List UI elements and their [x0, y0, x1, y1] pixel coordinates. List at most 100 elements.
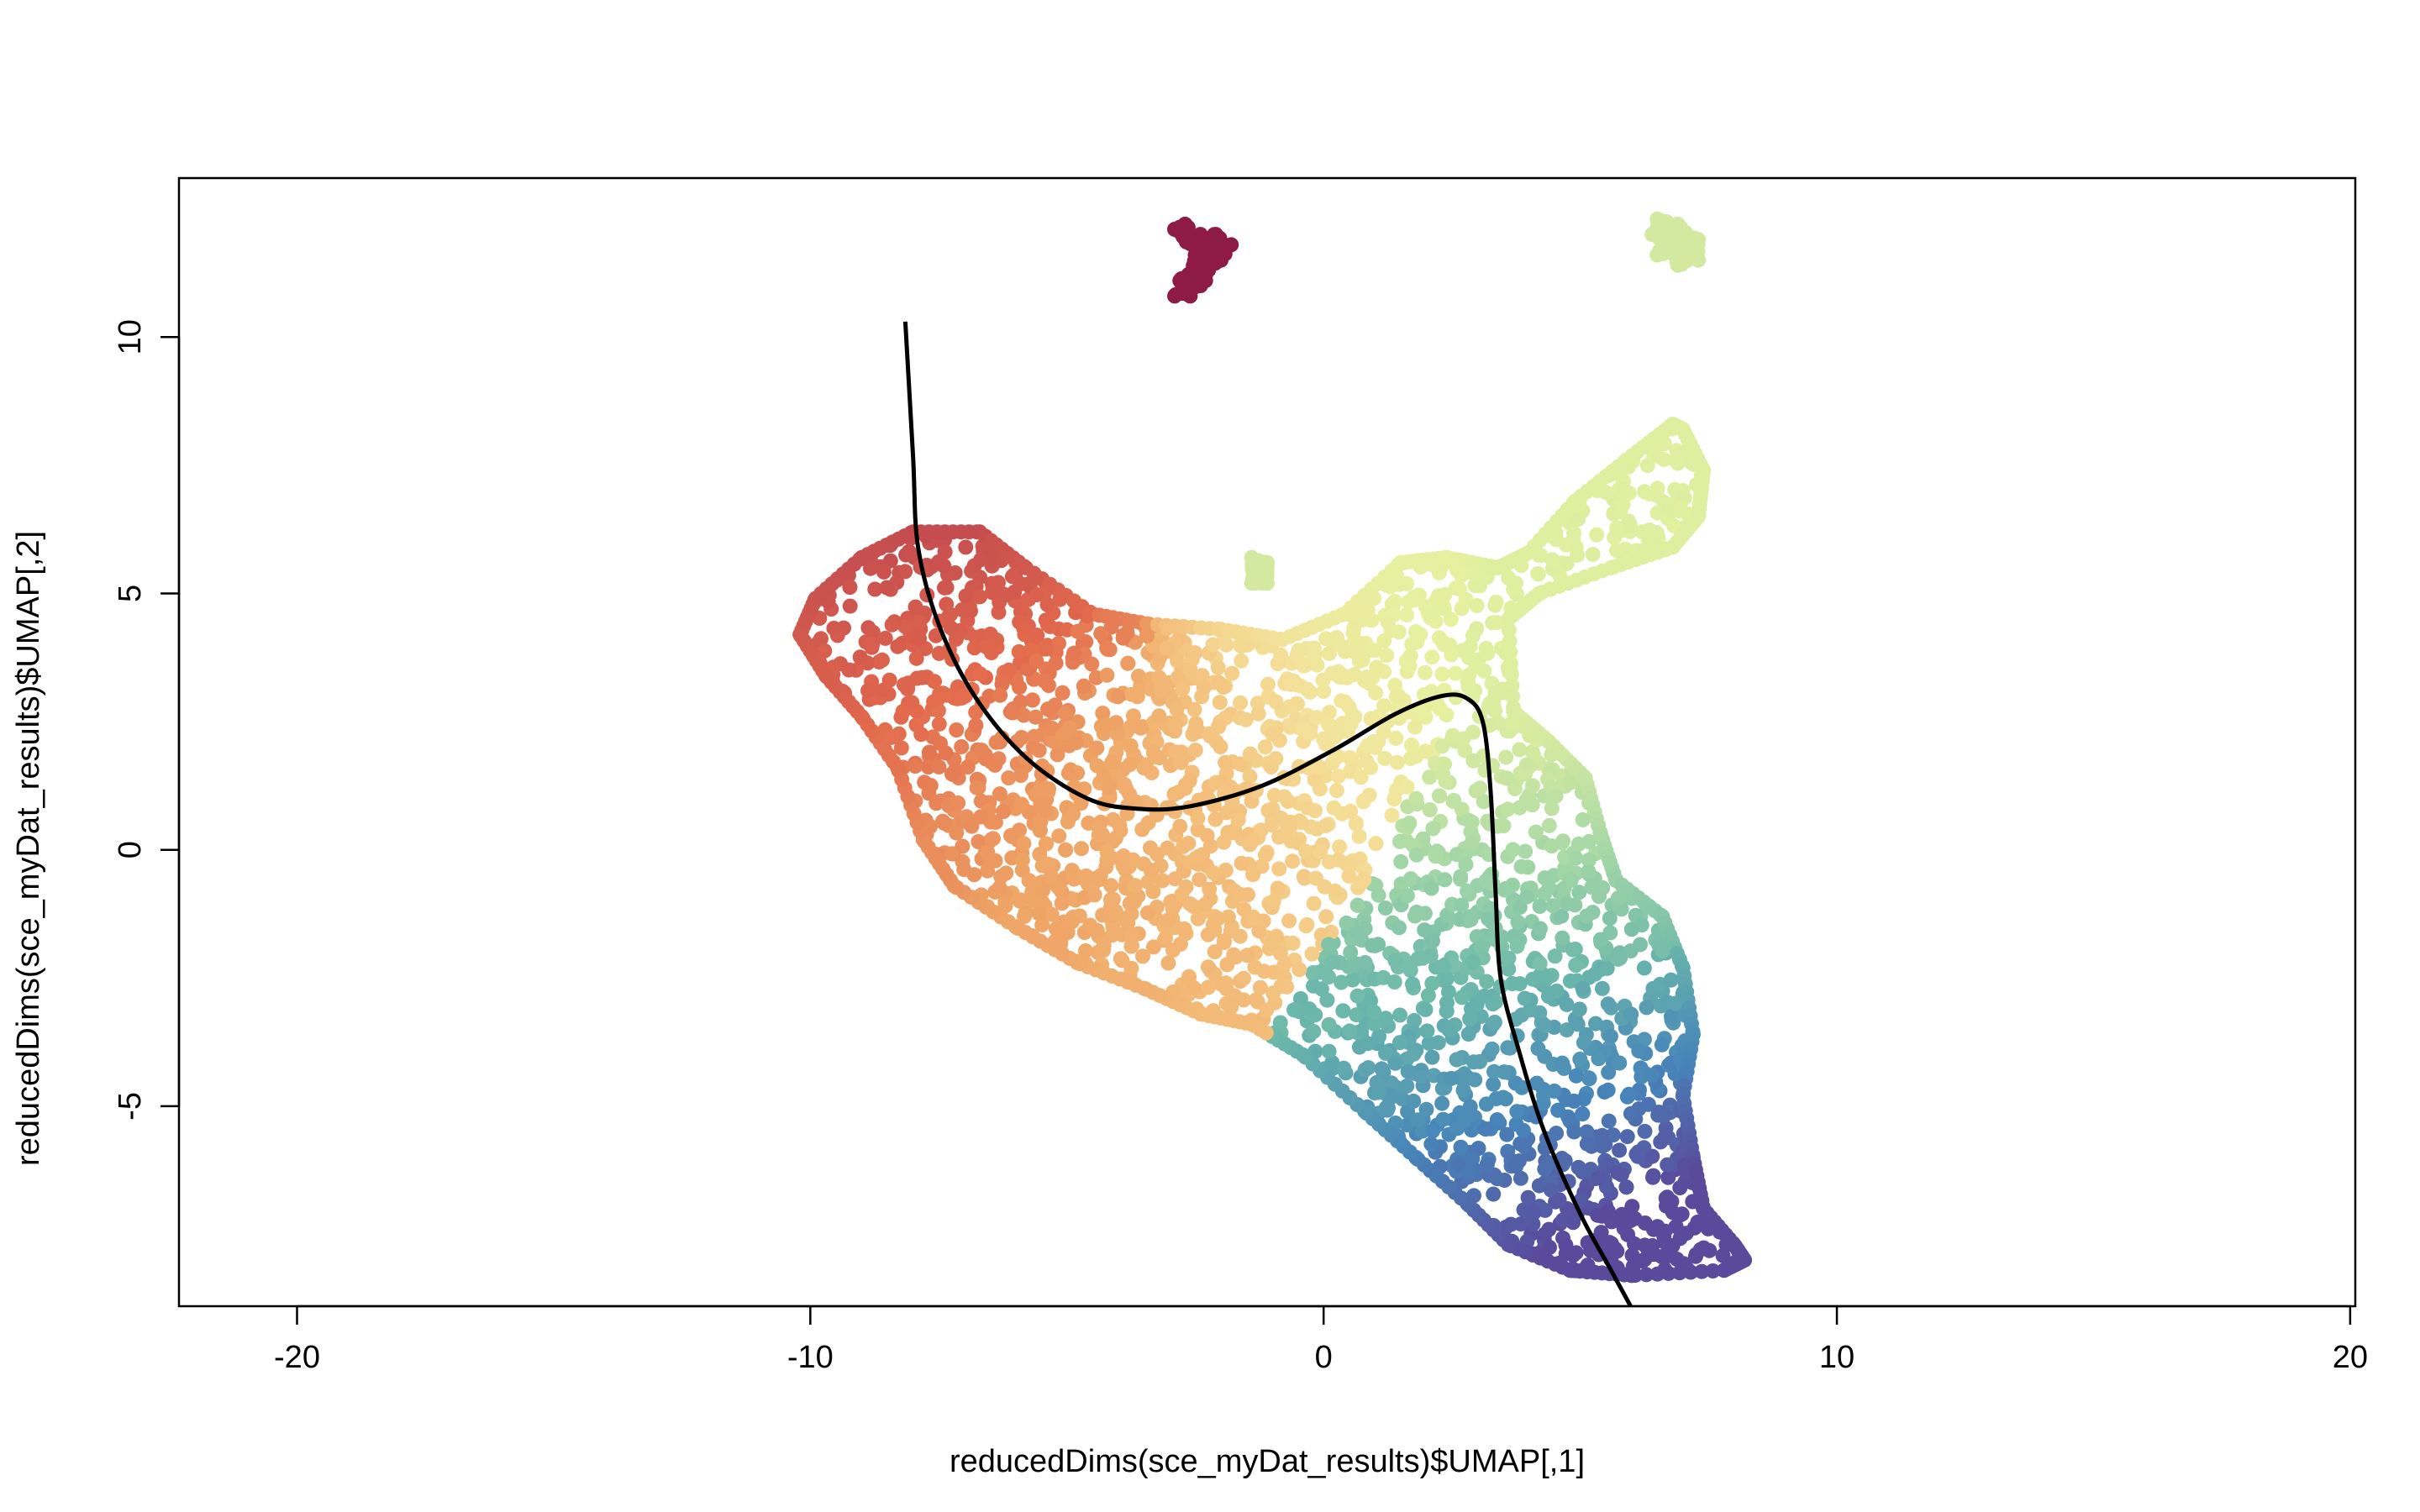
data-point — [1589, 527, 1605, 543]
data-point — [1441, 1022, 1457, 1037]
data-point — [950, 795, 966, 811]
data-point — [1343, 857, 1359, 872]
data-point — [1357, 955, 1373, 970]
data-point — [1510, 914, 1526, 930]
data-point — [1197, 897, 1213, 913]
data-point — [982, 627, 998, 642]
data-point — [1479, 1157, 1495, 1173]
data-point — [1406, 592, 1422, 608]
data-point — [1122, 757, 1138, 772]
data-point — [1591, 889, 1607, 905]
data-point — [1265, 894, 1281, 910]
data-point — [1268, 694, 1284, 710]
data-point — [1369, 1074, 1385, 1090]
data-point — [1211, 675, 1227, 690]
x-axis-title: reducedDims(sce_myDat_results)$UMAP[,1] — [950, 1444, 1585, 1479]
data-point — [1250, 706, 1266, 722]
data-point — [958, 588, 974, 604]
data-point — [1282, 719, 1298, 735]
data-point — [1649, 525, 1665, 541]
data-point — [1369, 659, 1385, 675]
data-point — [1270, 880, 1286, 896]
data-point — [1344, 706, 1360, 722]
data-point — [1378, 1011, 1394, 1026]
data-point — [1486, 1076, 1502, 1092]
data-point — [1659, 1198, 1675, 1214]
data-point — [1568, 958, 1584, 973]
data-point — [1424, 606, 1440, 622]
data-point — [1360, 1060, 1376, 1076]
data-point — [1672, 1180, 1688, 1195]
data-point — [1575, 980, 1591, 996]
data-point — [1016, 621, 1032, 637]
data-point — [1176, 921, 1192, 937]
data-point — [1335, 1003, 1351, 1019]
data-point — [1644, 1068, 1660, 1084]
data-point — [1649, 211, 1665, 227]
data-point — [1660, 1169, 1676, 1185]
data-point — [1360, 675, 1376, 691]
data-point — [1631, 1043, 1647, 1058]
data-point — [1383, 1075, 1399, 1091]
data-point — [1033, 795, 1049, 811]
data-point — [1512, 800, 1528, 816]
data-point — [1066, 645, 1082, 661]
data-point — [1055, 685, 1071, 701]
data-point — [1352, 635, 1368, 651]
data-point — [1031, 743, 1047, 759]
data-point — [1418, 743, 1434, 759]
x-tick-label: 10 — [1819, 1340, 1854, 1375]
principal-curve — [902, 321, 1634, 1306]
data-point — [1505, 877, 1521, 893]
data-point — [1388, 730, 1404, 746]
data-point — [1544, 552, 1560, 568]
data-point — [1465, 954, 1481, 970]
data-point — [1496, 818, 1512, 833]
data-point — [1692, 1242, 1708, 1257]
data-point — [893, 740, 909, 756]
data-point — [1571, 1001, 1587, 1017]
data-point — [1292, 962, 1307, 978]
data-point — [1074, 841, 1089, 857]
data-point — [1380, 614, 1396, 630]
data-point — [1304, 946, 1320, 962]
data-point — [1517, 1138, 1532, 1154]
data-point — [1012, 680, 1028, 696]
data-point — [1386, 974, 1402, 990]
data-point — [1349, 897, 1365, 913]
data-point — [1330, 769, 1346, 785]
data-point — [1285, 853, 1301, 869]
data-point — [984, 585, 1000, 601]
data-point — [1360, 1036, 1376, 1052]
data-point — [1544, 838, 1560, 854]
data-point — [973, 552, 989, 568]
data-point — [1594, 980, 1610, 996]
data-point — [1306, 895, 1322, 911]
data-point — [1518, 757, 1534, 773]
data-point — [1031, 906, 1047, 921]
data-point — [988, 734, 1004, 750]
data-point — [1286, 1002, 1302, 1018]
data-point — [908, 650, 924, 666]
data-point — [1354, 1023, 1370, 1039]
data-point — [1434, 738, 1450, 754]
data-point — [1434, 666, 1450, 682]
data-point — [1190, 811, 1206, 827]
data-point — [1363, 993, 1378, 1009]
data-point — [1454, 897, 1470, 913]
data-point — [966, 867, 982, 883]
data-point — [1435, 1111, 1451, 1127]
data-point — [1349, 988, 1365, 1004]
data-point — [1513, 1216, 1528, 1232]
data-point — [1123, 960, 1139, 976]
data-point — [1545, 898, 1561, 914]
data-point — [1559, 896, 1575, 912]
data-point — [1040, 784, 1056, 800]
data-point — [1548, 788, 1564, 804]
data-point — [1444, 1070, 1459, 1086]
data-point — [1467, 1072, 1483, 1088]
data-point — [1599, 1158, 1615, 1173]
data-point — [1089, 740, 1105, 756]
data-point — [1519, 889, 1534, 905]
